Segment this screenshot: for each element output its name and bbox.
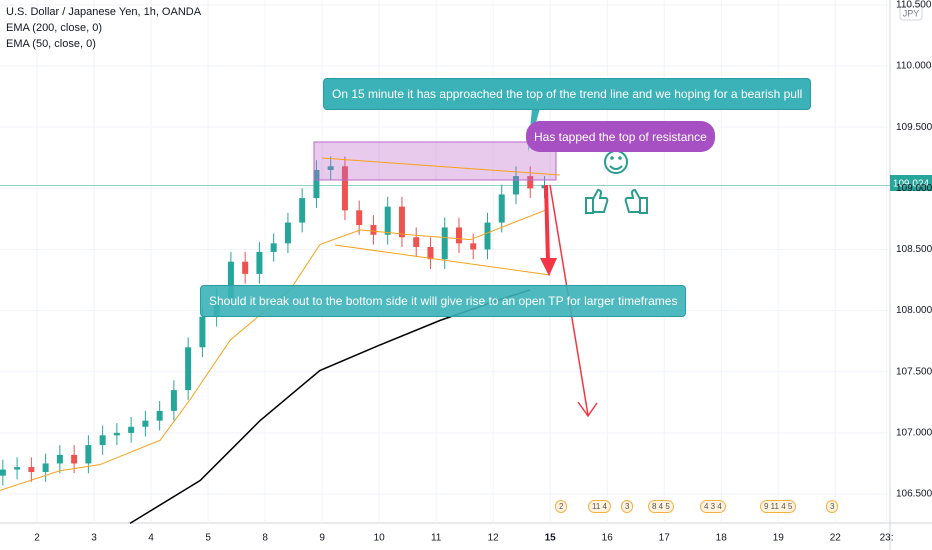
x-tick-label: 3 [91,533,97,544]
x-tick-label: 17 [659,533,671,544]
arrow-head [540,258,557,276]
x-tick-label: 23: [880,533,894,544]
candle-body [498,194,505,223]
x-tick-label: 2 [34,533,40,544]
y-tick-label: 108.500 [896,244,932,255]
candle-body [327,166,334,170]
candle-body [199,316,206,348]
candle-body [527,176,534,189]
x-tick-label: 15 [545,533,557,544]
candle-body [113,432,120,436]
currency-label: JPY [903,8,920,18]
last-price-label: 109.024 [893,179,930,190]
x-tick-label: 11 [431,533,442,544]
candle-body [512,176,519,195]
event-marker[interactable]: 2 [555,500,568,513]
smiley [604,150,628,174]
arrow [544,184,550,263]
candle-body [398,206,405,238]
candle-body [427,247,434,260]
candle-body [313,169,320,199]
candle-body [71,454,78,464]
candle-body [42,463,49,473]
y-tick-label: 110.500 [896,0,932,11]
annotation: Should it break out to the bottom side i… [200,285,687,317]
trend-line [321,157,561,176]
x-tick-label: 16 [602,533,614,544]
y-tick-label: 110.000 [896,61,932,72]
candle-body [185,347,192,391]
candle-body [256,251,263,274]
x-tick-label: 8 [262,533,268,544]
trend-line [334,244,551,276]
y-tick-label: 106.500 [896,489,932,500]
x-tick-label: 4 [148,533,154,544]
x-tick-label: 22 [830,533,842,544]
candle-body [299,198,306,223]
candle-body [455,227,462,244]
y-tick-label: 109.000 [896,183,932,194]
currency-box [899,5,923,21]
x-tick-label: 10 [374,533,386,544]
candle-body [99,435,106,446]
y-tick-label: 108.000 [896,305,932,316]
candle-body [170,390,177,411]
ema-line [129,289,531,525]
indicator-label: EMA (50, close, 0) [6,38,96,50]
event-marker[interactable]: 4 3 4 [700,500,726,513]
candle-body [284,222,291,244]
indicator-label: EMA (200, close, 0) [6,22,102,34]
event-marker[interactable]: 3 [621,500,634,513]
y-tick-label: 107.500 [896,366,932,377]
plot [0,0,890,525]
candle-body [356,210,363,225]
ema-line [0,209,546,491]
thumb-icon [585,188,609,214]
x-tick-label: 5 [205,533,211,544]
candle-body [413,237,420,248]
event-marker[interactable]: 3 [826,500,839,513]
candle-body [14,467,21,470]
event-marker[interactable]: 8 4 5 [648,500,674,513]
candle-body [28,467,35,473]
candle-body [270,243,277,252]
candle-body [128,426,135,433]
event-marker[interactable]: 11 4 [588,500,611,513]
candle-body [484,222,491,250]
annotation: On 15 minute it has approached the top o… [323,78,812,110]
chart-title: U.S. Dollar / Japanese Yen, 1h, OANDA [6,6,202,18]
candle-body [384,206,391,235]
x-tick-label: 19 [773,533,785,544]
thumb-icon [624,188,648,214]
candle-body [142,420,149,427]
candle-body [441,227,448,260]
arrow-head [577,401,598,418]
candle-body [370,224,377,235]
y-tick-label: 109.500 [896,122,932,133]
candle-body [156,410,163,421]
x-tick-label: 12 [488,533,500,544]
annotation: Has tapped the top of resistance [526,121,715,152]
candle-body [0,469,6,476]
y-tick-label: 107.000 [896,428,932,439]
x-tick-label: 9 [319,533,325,544]
x-tick-label: 18 [716,533,728,544]
event-marker[interactable]: 9 11 4 5 [760,500,797,513]
candle-body [242,261,249,274]
candle-body [56,454,63,464]
candle-body [85,445,92,464]
candle-body [470,243,477,250]
candle-body [227,261,234,299]
last-price-box [890,175,932,191]
candle-body [341,166,348,211]
resistance-box [313,141,557,181]
